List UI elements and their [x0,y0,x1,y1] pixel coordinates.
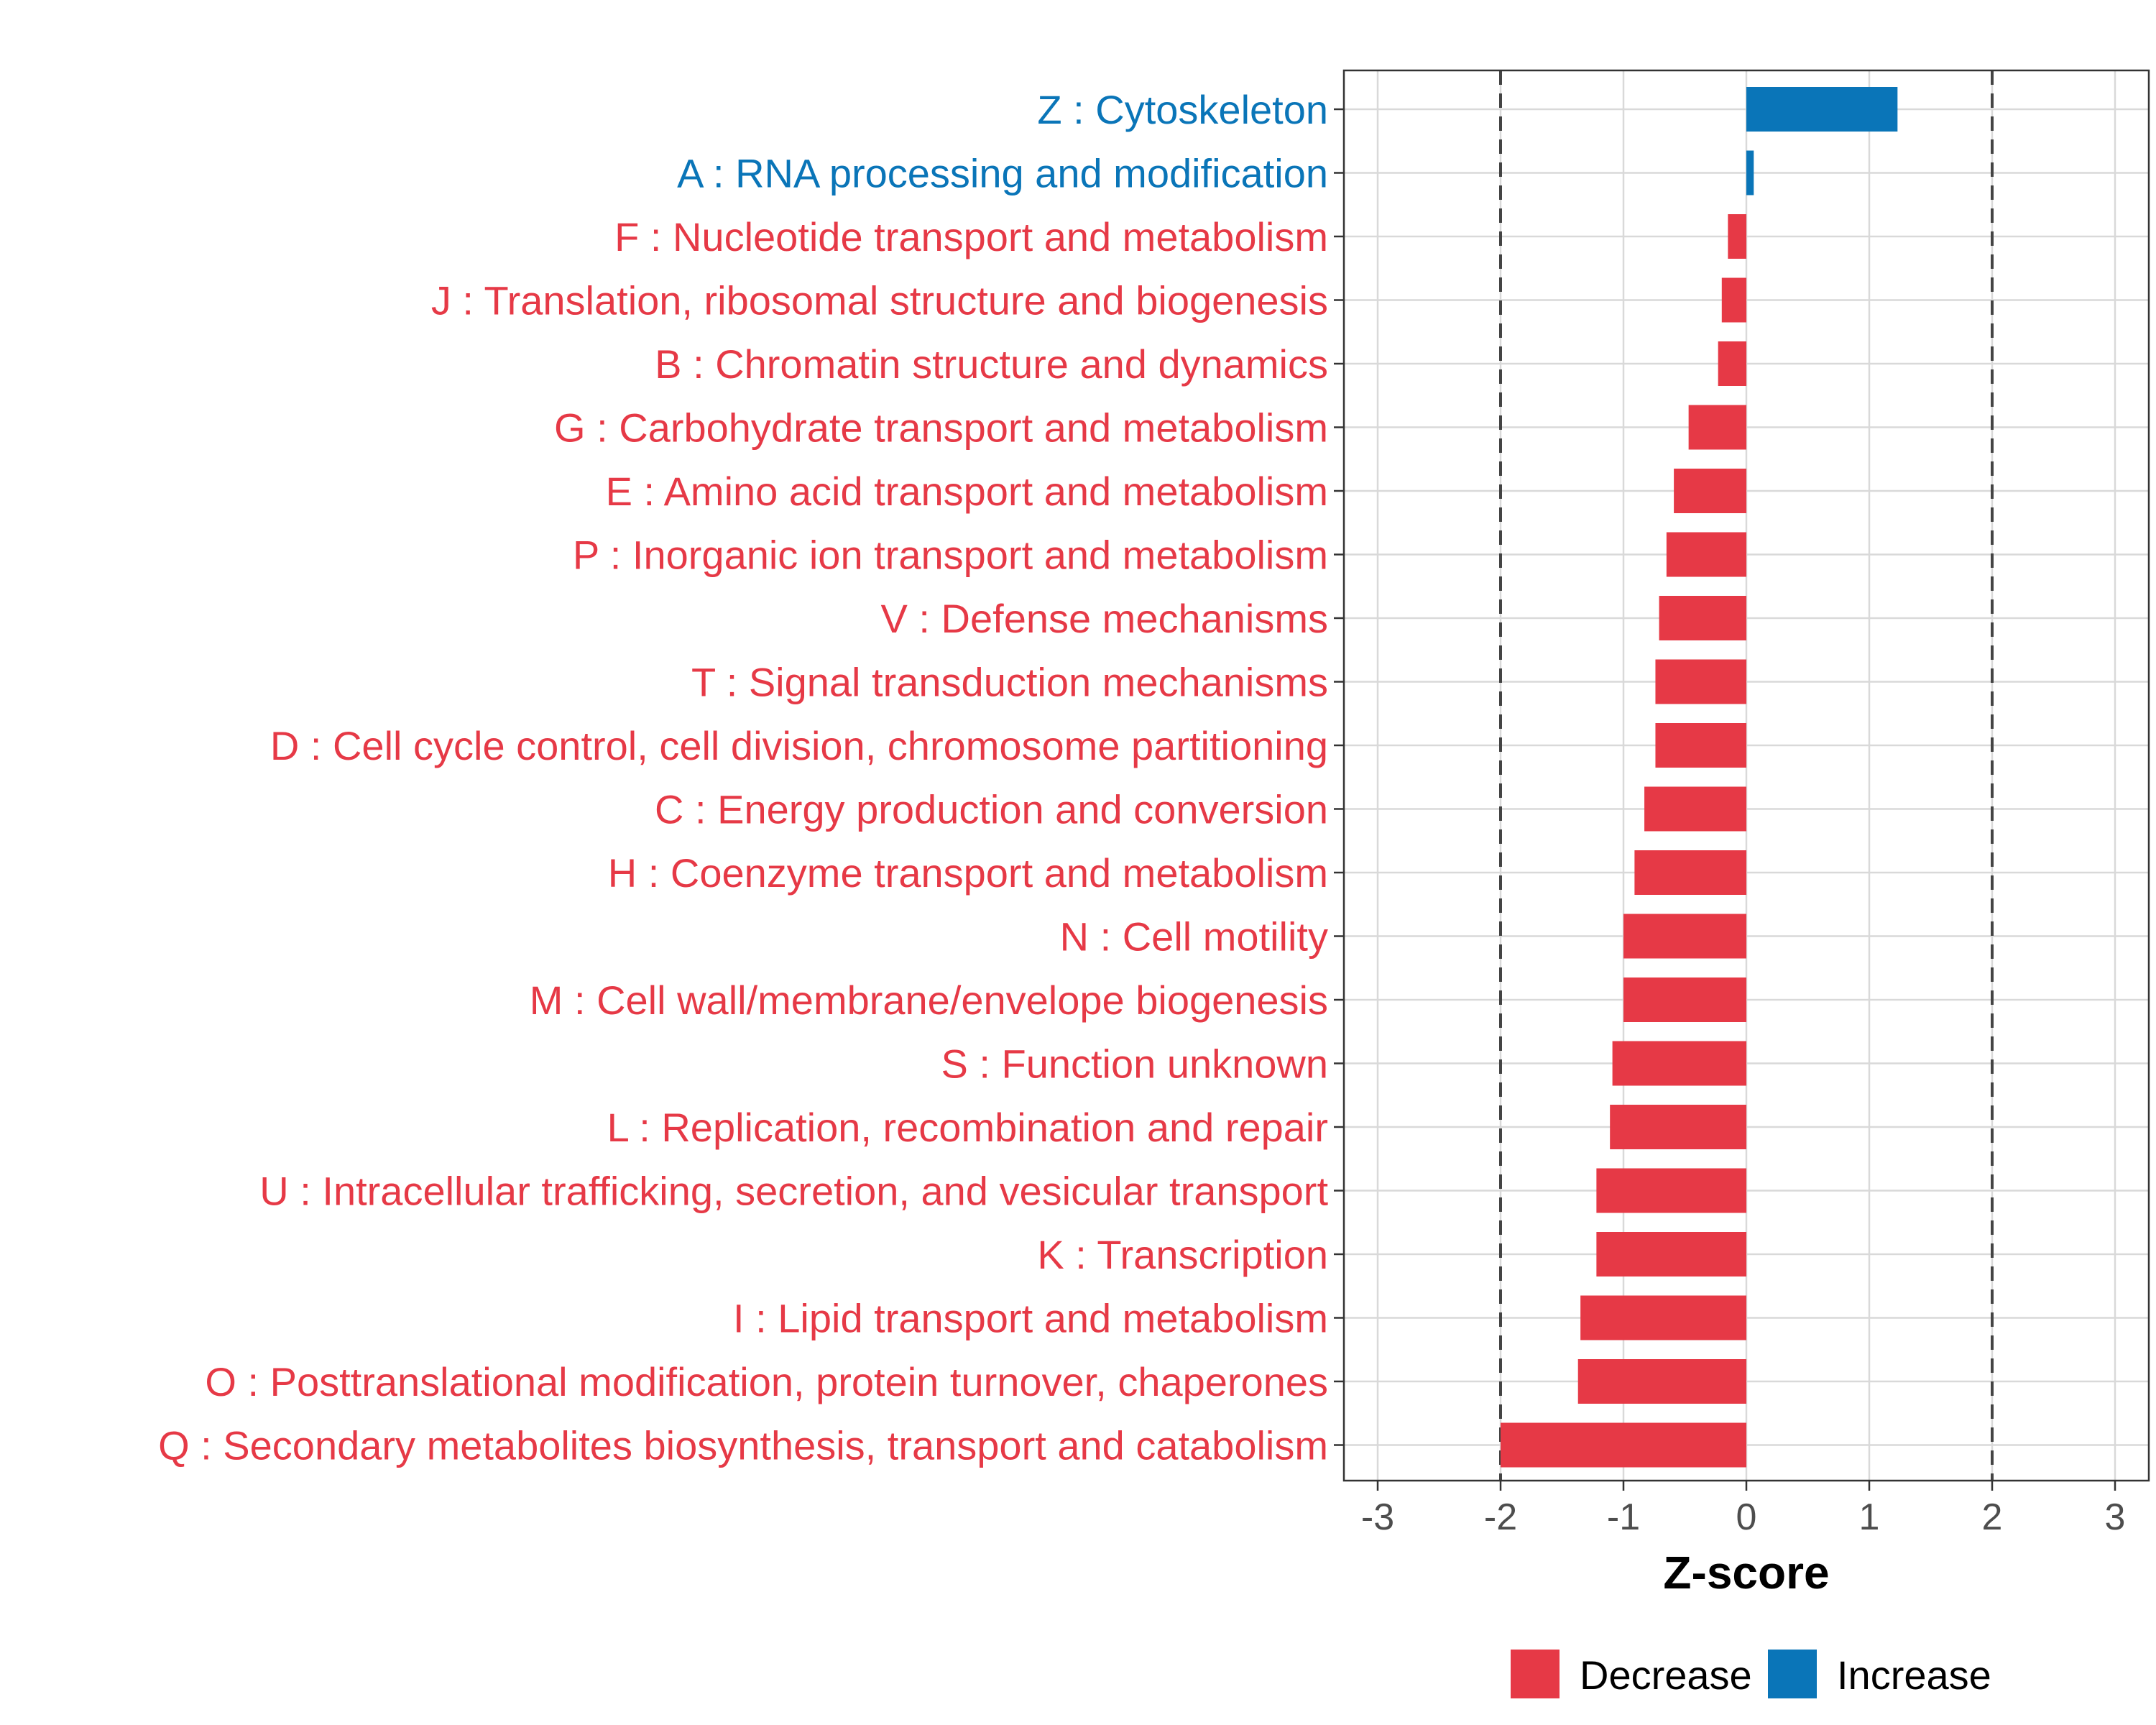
x-tick-label: 3 [2105,1496,2126,1538]
x-tick-label: -1 [1607,1496,1640,1538]
legend-label: Decrease [1580,1652,1752,1698]
category-label: T : Signal transduction mechanisms [691,660,1328,705]
category-label: Q : Secondary metabolites biosynthesis, … [158,1423,1328,1468]
bar [1746,87,1898,132]
bar [1674,469,1746,513]
bar [1610,1105,1746,1149]
category-label: I : Lipid transport and metabolism [733,1296,1328,1341]
bar [1623,914,1746,959]
bar [1596,1232,1746,1276]
bar [1718,341,1746,386]
legend-label: Increase [1837,1652,1991,1698]
x-tick-label: 1 [1859,1496,1880,1538]
x-axis-title: Z-score [1663,1547,1829,1598]
bar [1688,405,1746,450]
x-tick-label: -3 [1361,1496,1394,1538]
x-axis-ticks: -3 -2 -1 0 1 2 3 [1361,1481,2126,1538]
legend-swatch [1768,1650,1817,1698]
category-label: O : Posttranslational modification, prot… [205,1359,1328,1404]
category-label: V : Defense mechanisms [881,596,1328,641]
category-label: G : Carbohydrate transport and metabolis… [554,405,1328,451]
bar [1746,150,1754,196]
bar [1644,786,1746,832]
x-tick-label: 0 [1736,1496,1757,1538]
category-label: M : Cell wall/membrane/envelope biogenes… [530,978,1328,1023]
bar [1655,659,1746,704]
category-label: F : Nucleotide transport and metabolism [614,214,1328,259]
bar [1666,532,1746,577]
legend-swatch [1511,1650,1560,1698]
bar [1501,1422,1746,1468]
category-label: E : Amino acid transport and metabolism [606,469,1328,514]
y-axis-category-labels: Z : Cytoskeleton A : RNA processing and m… [158,87,1328,1468]
category-label: Z : Cytoskeleton [1037,87,1328,132]
bar [1596,1168,1746,1213]
category-label: B : Chromatin structure and dynamics [655,341,1328,387]
y-axis-ticks [1334,108,1344,1446]
reference-lines [1499,70,1994,1481]
category-label: H : Coenzyme transport and metabolism [608,850,1328,896]
bars [1501,87,1898,1468]
x-tick-label: -2 [1484,1496,1517,1538]
category-label: N : Cell motility [1060,914,1328,960]
category-label: C : Energy production and conversion [655,787,1328,832]
category-label: A : RNA processing and modification [677,151,1328,196]
category-label: D : Cell cycle control, cell division, c… [270,723,1328,768]
category-label: S : Function unknown [941,1041,1328,1087]
category-label: P : Inorganic ion transport and metaboli… [573,533,1328,578]
bar [1612,1041,1746,1086]
bar [1655,723,1746,768]
category-label: U : Intracellular trafficking, secretion… [259,1169,1328,1214]
bar [1634,850,1746,895]
bar [1577,1359,1746,1404]
category-label: K : Transcription [1037,1232,1328,1277]
category-label: J : Translation, ribosomal structure and… [431,278,1328,323]
bar [1623,978,1746,1022]
bar [1728,214,1746,259]
category-label: L : Replication, recombination and repai… [607,1105,1328,1150]
bar [1659,596,1746,640]
legend: Decrease Increase [1511,1650,1991,1698]
bar [1580,1295,1746,1340]
x-tick-label: 2 [1982,1496,2003,1538]
bar [1721,277,1746,323]
